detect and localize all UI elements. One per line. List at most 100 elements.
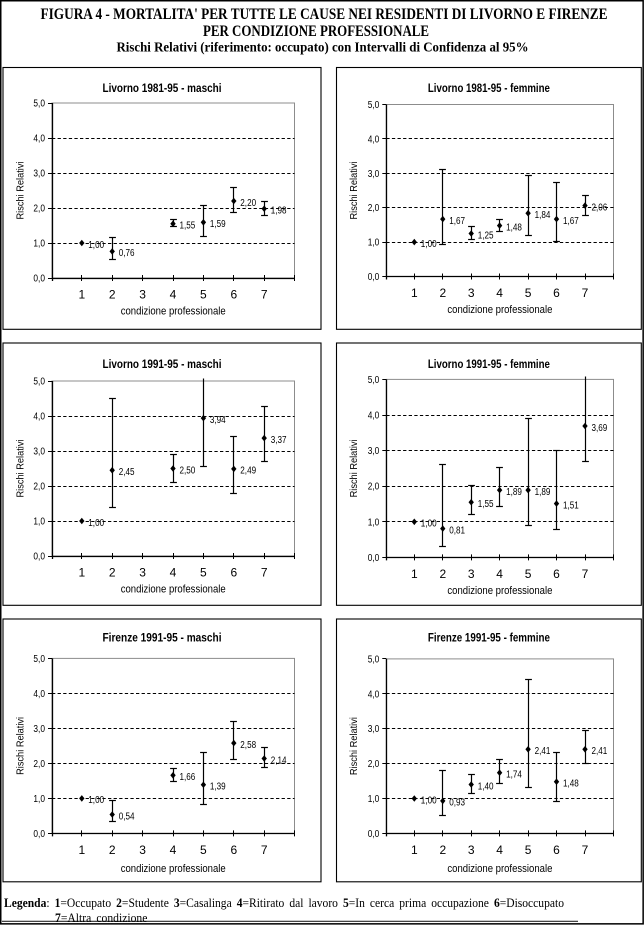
svg-text:4: 4 [170,566,177,580]
svg-text:1,00: 1,00 [88,518,104,529]
svg-text:5: 5 [525,567,532,581]
svg-text:1,48: 1,48 [563,779,579,790]
svg-text:5: 5 [200,566,207,580]
svg-text:5: 5 [200,288,207,302]
svg-text:5: 5 [525,286,532,300]
svg-text:1,40: 1,40 [478,781,494,792]
svg-text:1,89: 1,89 [535,487,551,498]
svg-text:1,00: 1,00 [88,240,104,251]
svg-text:Firenze 1991-95 - femmine: Firenze 1991-95 - femmine [428,633,550,645]
svg-text:5,0: 5,0 [368,375,380,386]
svg-text:4,0: 4,0 [33,134,45,145]
svg-text:condizione professionale: condizione professionale [121,306,226,318]
svg-text:2: 2 [439,286,446,300]
svg-text:2,50: 2,50 [180,465,196,476]
svg-text:3,69: 3,69 [592,423,608,434]
svg-text:0,81: 0,81 [449,525,465,536]
svg-text:4: 4 [496,843,503,857]
svg-text:4: 4 [496,567,503,581]
svg-text:1: 1 [411,843,418,857]
svg-text:7: 7 [261,288,268,302]
svg-text:3,0: 3,0 [33,169,45,180]
svg-text:2,0: 2,0 [33,204,45,215]
svg-text:condizione professionale: condizione professionale [121,584,226,596]
svg-text:1,74: 1,74 [506,770,522,781]
svg-text:2: 2 [439,843,446,857]
svg-text:4,0: 4,0 [368,411,380,422]
svg-text:3,94: 3,94 [210,415,226,426]
svg-text:6: 6 [553,286,560,300]
svg-text:Rischi Relativi: Rischi Relativi [349,717,360,775]
svg-text:2,49: 2,49 [240,466,256,477]
svg-text:3: 3 [139,566,146,580]
svg-text:3,0: 3,0 [33,724,45,735]
svg-text:condizione professionale: condizione professionale [447,863,552,875]
svg-text:3,0: 3,0 [368,169,380,180]
svg-text:Livorno 1981-95 - femmine: Livorno 1981-95 - femmine [428,83,550,95]
svg-text:Rischi Relativi: Rischi Relativi [349,439,360,497]
svg-text:4: 4 [170,288,177,302]
svg-text:1: 1 [411,286,418,300]
svg-text:1,67: 1,67 [563,216,579,227]
svg-text:PER CONDIZIONE PROFESSIONALE: PER CONDIZIONE PROFESSIONALE [203,23,429,40]
svg-text:condizione professionale: condizione professionale [447,304,552,316]
svg-text:Livorno 1981-95 - maschi: Livorno 1981-95 - maschi [103,83,222,95]
svg-text:1: 1 [78,288,85,302]
svg-text:1,84: 1,84 [535,210,551,221]
svg-text:Livorno 1991-95 - femmine: Livorno 1991-95 - femmine [428,359,550,371]
svg-text:3,0: 3,0 [368,446,380,457]
svg-text:6: 6 [230,566,237,580]
svg-text:4: 4 [496,286,503,300]
svg-text:3: 3 [139,288,146,302]
svg-text:condizione professionale: condizione professionale [447,585,552,597]
svg-text:1,0: 1,0 [33,794,45,805]
svg-text:2,0: 2,0 [33,482,45,493]
svg-text:1,39: 1,39 [210,782,226,793]
svg-text:Rischi Relativi: Rischi Relativi [349,162,360,220]
svg-text:1: 1 [78,843,85,857]
svg-text:1: 1 [411,567,418,581]
svg-text:4,0: 4,0 [33,412,45,423]
svg-text:1,51: 1,51 [563,500,579,511]
svg-text:6: 6 [553,567,560,581]
svg-text:3,37: 3,37 [271,435,287,446]
svg-text:2,0: 2,0 [368,203,380,214]
svg-text:0,76: 0,76 [119,248,135,259]
svg-text:5: 5 [200,843,207,857]
svg-text:1,89: 1,89 [506,487,522,498]
svg-text:7: 7 [261,843,268,857]
svg-text:1,98: 1,98 [271,206,287,217]
svg-text:2: 2 [109,843,116,857]
svg-text:3,0: 3,0 [33,447,45,458]
svg-text:2,41: 2,41 [535,746,551,757]
svg-text:2,41: 2,41 [592,746,608,757]
svg-text:FIGURA 4 - MORTALITA' PER TUT: FIGURA 4 - MORTALITA' PER TUTTE LE CAUSE… [41,6,608,23]
svg-text:2,45: 2,45 [119,467,135,478]
svg-text:7: 7 [261,566,268,580]
svg-text:1: 1 [78,566,85,580]
svg-text:0,0: 0,0 [33,552,45,563]
svg-text:5,0: 5,0 [368,654,380,665]
svg-text:1,00: 1,00 [421,795,437,806]
svg-text:6: 6 [230,288,237,302]
svg-text:Rischi Relativi: Rischi Relativi [16,162,27,220]
svg-text:3: 3 [468,567,475,581]
svg-text:0,93: 0,93 [449,798,465,809]
svg-text:Firenze 1991-95 - maschi: Firenze 1991-95 - maschi [103,633,222,645]
svg-text:3: 3 [468,286,475,300]
svg-text:3: 3 [139,843,146,857]
svg-text:1,0: 1,0 [368,238,380,249]
svg-text:5: 5 [525,843,532,857]
svg-text:0,0: 0,0 [33,274,45,285]
svg-text:7: 7 [582,843,589,857]
svg-text:1,25: 1,25 [478,230,494,241]
svg-text:1,00: 1,00 [421,239,437,250]
svg-text:Rischi Relativi: Rischi Relativi [16,440,27,498]
svg-text:2,0: 2,0 [33,759,45,770]
svg-text:1,00: 1,00 [88,795,104,806]
svg-text:2,06: 2,06 [592,202,608,213]
svg-text:2: 2 [439,567,446,581]
svg-text:5,0: 5,0 [33,377,45,388]
svg-text:7: 7 [582,567,589,581]
svg-text:1,55: 1,55 [478,499,494,510]
